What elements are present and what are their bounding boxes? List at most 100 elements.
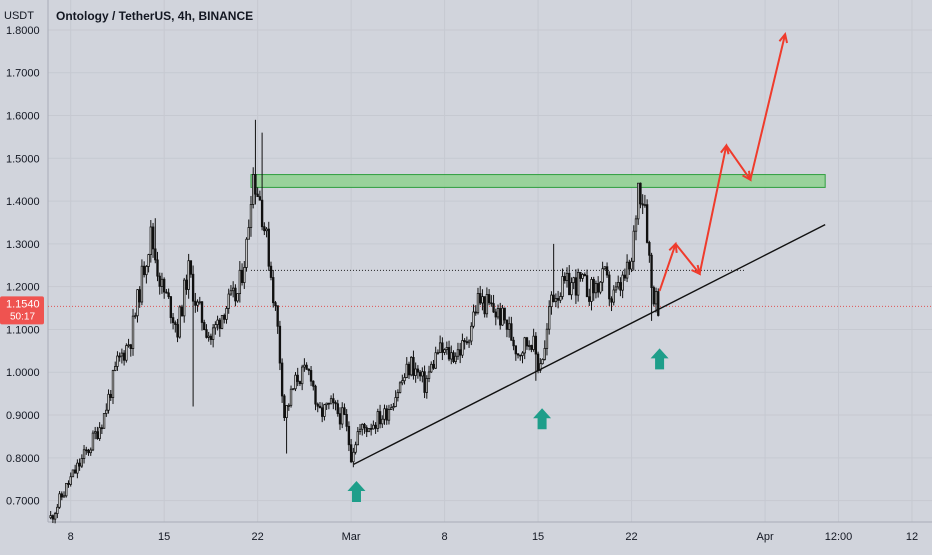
candle[interactable] (80, 454, 84, 468)
candle[interactable] (247, 219, 250, 240)
candle[interactable] (125, 343, 128, 363)
candle[interactable] (160, 272, 164, 294)
candle[interactable] (96, 426, 99, 440)
candle[interactable] (211, 324, 215, 348)
candle[interactable] (178, 305, 181, 339)
candle[interactable] (632, 225, 635, 271)
candle[interactable] (414, 362, 417, 383)
candle[interactable] (554, 293, 558, 308)
candle[interactable] (634, 215, 638, 241)
candle[interactable] (292, 388, 295, 391)
candle[interactable] (114, 361, 117, 372)
candle[interactable] (510, 316, 513, 341)
candle[interactable] (583, 272, 586, 277)
candle[interactable] (501, 304, 504, 326)
candle[interactable] (252, 167, 255, 209)
candle[interactable] (334, 400, 337, 411)
candle[interactable] (303, 358, 306, 372)
candle[interactable] (214, 321, 217, 335)
candle[interactable] (394, 390, 397, 408)
candle[interactable] (151, 222, 155, 258)
candle[interactable] (129, 343, 132, 357)
candle[interactable] (572, 276, 575, 290)
candle[interactable] (156, 251, 159, 282)
candle[interactable] (563, 272, 566, 284)
candle[interactable] (329, 395, 333, 405)
candle[interactable] (637, 182, 640, 225)
candle[interactable] (109, 390, 112, 401)
candle[interactable] (427, 365, 431, 383)
candle[interactable] (527, 340, 531, 351)
candle[interactable] (452, 350, 455, 364)
candle[interactable] (654, 287, 658, 313)
candle[interactable] (300, 364, 304, 391)
candle[interactable] (521, 351, 524, 364)
candle[interactable] (240, 263, 244, 286)
candle[interactable] (276, 305, 279, 334)
candle[interactable] (142, 261, 146, 278)
candle[interactable] (541, 358, 544, 365)
candle[interactable] (381, 415, 384, 428)
candle[interactable] (423, 365, 426, 399)
candle[interactable] (496, 304, 500, 320)
candle[interactable] (574, 269, 578, 304)
candle[interactable] (238, 261, 242, 303)
candle[interactable] (91, 430, 95, 452)
candle[interactable] (588, 288, 591, 307)
candle[interactable] (89, 447, 92, 456)
candle[interactable] (100, 424, 104, 434)
candle[interactable] (131, 308, 135, 356)
candle[interactable] (352, 447, 355, 468)
candle[interactable] (196, 299, 199, 312)
candle[interactable] (336, 399, 339, 417)
candle[interactable] (149, 220, 153, 263)
candle[interactable] (472, 304, 475, 329)
candle[interactable] (169, 295, 173, 324)
candle[interactable] (309, 366, 313, 387)
candle[interactable] (401, 374, 404, 386)
candle[interactable] (398, 381, 402, 394)
candle[interactable] (62, 491, 66, 498)
candle[interactable] (176, 318, 179, 343)
candle[interactable] (229, 285, 233, 296)
candle[interactable] (617, 275, 620, 290)
candle[interactable] (56, 503, 59, 519)
candle[interactable] (608, 271, 611, 306)
candle[interactable] (361, 423, 364, 436)
candle[interactable] (287, 403, 290, 411)
candle[interactable] (272, 269, 275, 308)
candle[interactable] (652, 285, 655, 307)
candle[interactable] (430, 361, 433, 374)
candle[interactable] (218, 317, 221, 337)
candle[interactable] (245, 237, 248, 272)
candle[interactable] (418, 370, 422, 382)
candle[interactable] (318, 401, 322, 409)
candle[interactable] (165, 289, 168, 294)
candle[interactable] (519, 354, 522, 361)
candle[interactable] (403, 373, 406, 385)
candle[interactable] (78, 458, 81, 471)
candle[interactable] (383, 404, 386, 425)
candle[interactable] (367, 428, 371, 433)
candle[interactable] (490, 295, 493, 307)
candle[interactable] (376, 408, 380, 432)
candle[interactable] (58, 491, 61, 509)
candle[interactable] (525, 336, 529, 350)
candle[interactable] (220, 314, 224, 330)
candle[interactable] (532, 328, 535, 352)
candle[interactable] (594, 280, 598, 299)
candle[interactable] (436, 349, 440, 355)
candle[interactable] (390, 403, 393, 410)
candle[interactable] (612, 285, 615, 306)
candle[interactable] (534, 332, 538, 381)
candle[interactable] (207, 331, 210, 342)
candle[interactable] (358, 423, 362, 435)
candle[interactable] (243, 261, 246, 289)
candle[interactable] (341, 402, 344, 429)
candle[interactable] (298, 380, 302, 387)
candle[interactable] (461, 333, 464, 358)
candle[interactable] (280, 358, 284, 403)
candle[interactable] (514, 345, 517, 361)
candle[interactable] (585, 269, 589, 298)
candle[interactable] (596, 276, 600, 298)
